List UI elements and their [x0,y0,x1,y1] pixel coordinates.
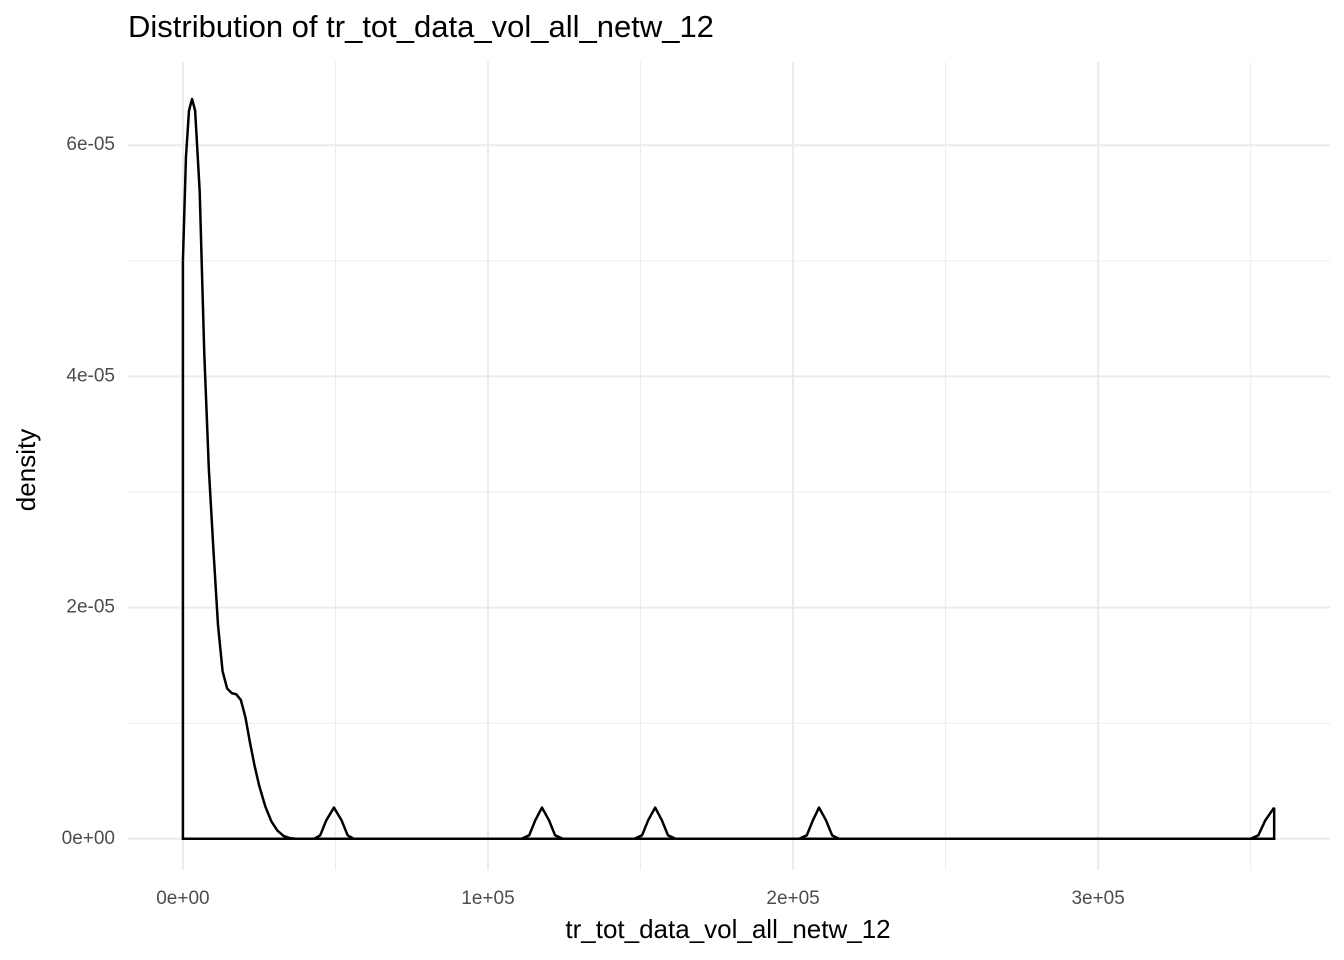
plot-area [181,97,1276,841]
density-line [181,97,1276,841]
x-axis-title: tr_tot_data_vol_all_netw_12 [565,914,890,944]
y-tick-label: 0e+00 [62,828,115,849]
y-tick-label: 4e-05 [66,365,115,386]
area-outline [181,260,1276,841]
grid [128,62,1330,870]
y-tick-label: 6e-05 [66,134,115,155]
chart-title: Distribution of tr_tot_data_vol_all_netw… [128,9,714,44]
y-tick-label: 2e-05 [66,597,115,618]
x-tick-label: 2e+05 [766,888,819,909]
y-axis-title: density [11,429,41,511]
x-tick-label: 3e+05 [1071,888,1124,909]
x-tick-label: 0e+00 [156,888,209,909]
x-tick-label: 1e+05 [461,888,514,909]
